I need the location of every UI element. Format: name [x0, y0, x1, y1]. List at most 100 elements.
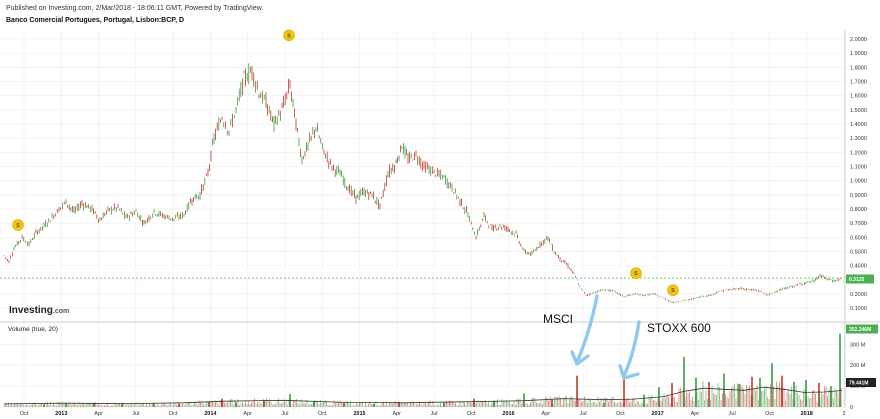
time-tick-label: Jul [729, 411, 736, 417]
volume-bar [523, 393, 525, 407]
volume-tick-label: 0 [850, 405, 853, 411]
price-tick-label: 0.2000 [850, 292, 867, 298]
time-tick-label: Apr [691, 411, 700, 417]
volume-bar [793, 381, 795, 407]
volume-bar [623, 378, 625, 407]
volume-bar [830, 386, 832, 407]
volume-bar [343, 402, 345, 407]
volume-bar [771, 363, 773, 407]
dividend-marker[interactable]: S [283, 29, 295, 42]
volume-panel-label: Volume (true, 20) [8, 326, 58, 333]
time-tick-label: 2 [842, 411, 845, 417]
svg-text:S: S [16, 223, 20, 229]
last-price-label: 0.3125 [849, 277, 865, 283]
time-tick-label: 2013 [55, 411, 67, 417]
volume-bar [208, 401, 210, 407]
last-volume-tag: 352.246M [846, 324, 878, 334]
volume-bar [121, 404, 123, 407]
price-tick-label: 1.3000 [850, 136, 867, 142]
price-tick-label: 1.8000 [850, 65, 867, 71]
time-tick-label: Jul [281, 411, 288, 417]
price-tick-label: 1.0000 [850, 179, 867, 185]
volume-bar [695, 377, 697, 407]
volume-ma-tag: 79.441M [846, 378, 876, 387]
volume-bar [751, 376, 753, 407]
volume-bar [313, 400, 315, 407]
volume-bar [473, 398, 475, 407]
volume-bar [398, 401, 400, 407]
volume-bar [263, 400, 265, 407]
volume-bar [443, 402, 445, 407]
annotation-stoxx600: STOXX 600 [647, 321, 711, 335]
volume-bar [178, 404, 180, 407]
volume-bar [839, 333, 841, 407]
price-tick-label: 0.7000 [850, 221, 867, 227]
panel-separators [0, 30, 880, 408]
time-tick-label: Oct [467, 411, 476, 417]
time-tick-label: Apr [542, 411, 551, 417]
volume-tick-label: 300 M [850, 342, 866, 348]
time-tick-label: Oct [318, 411, 327, 417]
volume-bar [373, 403, 375, 407]
time-tick-label: 2017 [652, 411, 664, 417]
price-tick-label: 1.2000 [850, 150, 867, 156]
volume-ma-line [3, 386, 843, 405]
price-tick-label: 2.0000 [850, 37, 867, 43]
price-tick-label: 0.5000 [850, 249, 867, 255]
volume-axis: 0 100 M 200 M 300 M [850, 342, 866, 411]
dividend-marker[interactable]: S [630, 267, 642, 279]
time-tick-label: Jul [580, 411, 587, 417]
volume-ma-label: 79.441M [849, 381, 868, 387]
price-tick-label: 0.8000 [850, 207, 867, 213]
investing-logo: Investing.com [9, 305, 69, 316]
price-tick-label: 0.9000 [850, 193, 867, 199]
price-series [3, 63, 841, 304]
time-tick-label: 2018 [801, 411, 813, 417]
svg-text:S: S [287, 33, 291, 39]
time-axis: Oct 2013 Apr Jul Oct 2014 Apr Jul Oct 2015 Apr Jul O… [20, 411, 846, 417]
price-tick-label: 1.9000 [850, 51, 867, 57]
grid-lines [0, 32, 845, 408]
volume-bar [683, 356, 685, 407]
volume-bar [818, 382, 820, 407]
price-tick-label: 1.1000 [850, 165, 867, 171]
logo-suffix: .com [53, 308, 69, 315]
time-tick-label: Apr [94, 411, 103, 417]
svg-text:S: S [634, 271, 638, 277]
price-tick-label: 1.4000 [850, 122, 867, 128]
time-tick-label: 2015 [353, 411, 365, 417]
svg-text:Investing.com: Investing.com [9, 305, 69, 316]
logo-name: Investing [9, 305, 53, 316]
volume-tick-label: 100 M [850, 384, 866, 390]
time-tick-label: Jul [430, 411, 437, 417]
volume-bar [551, 399, 553, 407]
publish-info: Published on Investing.com, 2/Mar/2018 -… [6, 5, 264, 12]
dividend-marker[interactable]: S [12, 219, 24, 231]
svg-text:S: S [671, 288, 675, 294]
time-tick-label: Oct [765, 411, 774, 417]
last-volume-label: 352.246M [849, 327, 871, 333]
volume-tick-label: 200 M [850, 363, 866, 369]
volume-bar [493, 400, 495, 407]
time-tick-label: Apr [243, 411, 252, 417]
annotation-msci: MSCI [543, 312, 573, 326]
volume-bar [643, 394, 645, 407]
price-tick-label: 1.5000 [850, 108, 867, 114]
instrument-title: Banco Comercial Portugues, Portugal, Lis… [6, 17, 185, 24]
volume-bar [805, 379, 807, 407]
dividend-markers[interactable]: S S S S [12, 29, 679, 296]
dividend-marker[interactable]: S [667, 284, 679, 296]
time-tick-label: 2014 [204, 411, 217, 417]
volume-bar [781, 375, 783, 407]
time-tick-label: Oct [169, 411, 178, 417]
price-tick-label: 1.7000 [850, 80, 867, 86]
price-tick-label: 0.1000 [850, 306, 867, 312]
volume-bar [43, 404, 45, 407]
time-tick-label: Jul [132, 411, 139, 417]
volume-bar [723, 373, 725, 407]
volume-bar [671, 382, 673, 407]
volume-bar [65, 403, 67, 407]
price-tick-label: 1.6000 [850, 94, 867, 100]
volume-bar [235, 402, 237, 407]
